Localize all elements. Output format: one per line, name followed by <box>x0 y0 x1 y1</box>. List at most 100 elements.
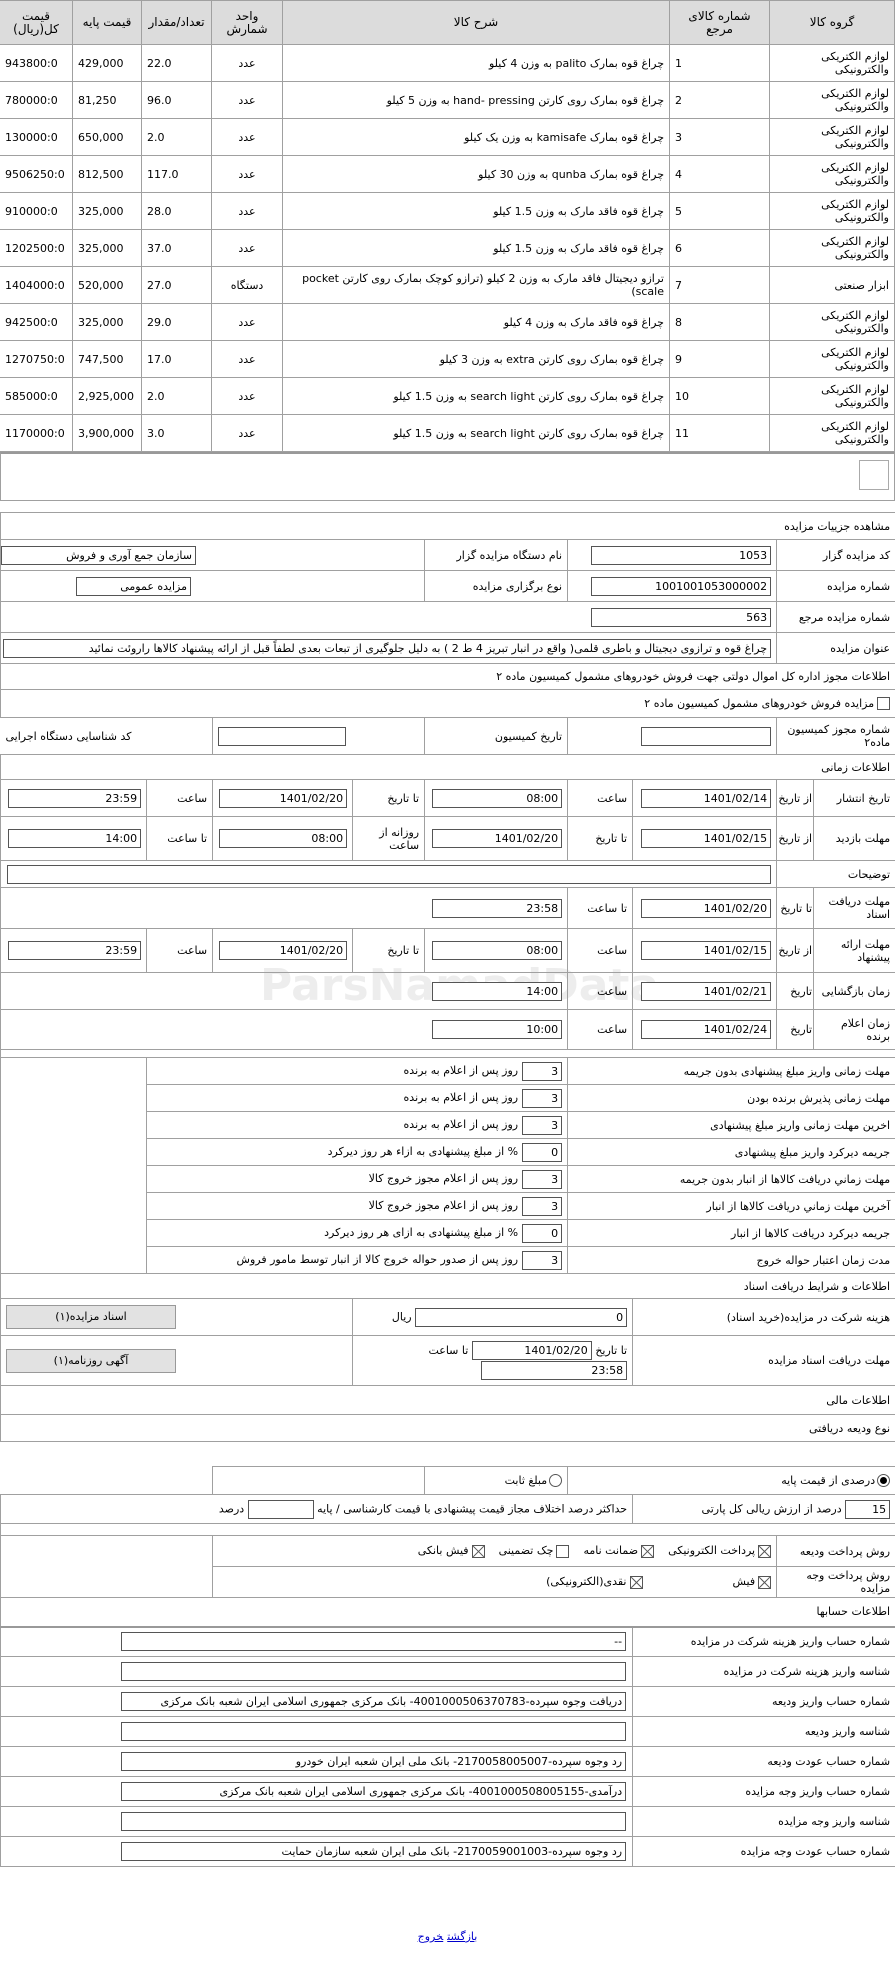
account-field[interactable]: -- <box>121 1632 627 1652</box>
item-group: لوازم الکتریکی والکترونیکی <box>769 155 895 193</box>
item-total-price: 1404000:0 <box>0 266 73 304</box>
docs-receive-time[interactable]: 23:58 <box>481 1361 628 1380</box>
account-field[interactable]: رد وجوه سپرده-2170059001003- بانک ملی ای… <box>121 1842 627 1861</box>
deadline-value-cell: 3روز پس از اعلام مجوز خروج کالا <box>146 1192 569 1220</box>
newspaper-ad-button[interactable]: آگهی روزنامه(۱) <box>6 1348 176 1373</box>
auctioneer-name-field[interactable]: سازمان جمع آوری و فروش <box>1 545 196 565</box>
account-field[interactable] <box>121 1812 627 1831</box>
items-header-row: گروه کالا شماره کالای مرجع شرح کالا واحد… <box>0 0 895 45</box>
item-row: لوازم الکتریکی والکترونیکی 6 چراغ قوه فاقد… <box>0 229 895 267</box>
item-unit: عدد <box>211 44 283 82</box>
deposit-method-option[interactable]: فیش بانکی <box>418 1544 485 1558</box>
vehicle-auction-checkbox[interactable] <box>877 697 891 711</box>
item-description: چراغ قوه بمارک qunba به وزن 30 کیلو <box>282 155 670 193</box>
item-unit: عدد <box>211 192 283 230</box>
permit-number-field[interactable] <box>641 726 772 746</box>
deadline-field[interactable]: 0 <box>522 1223 563 1243</box>
checkbox-icon[interactable] <box>641 1544 655 1558</box>
visit-daily-from-time[interactable]: 08:00 <box>219 829 348 848</box>
deposit-method-option[interactable]: ضمانت نامه <box>583 1544 655 1558</box>
auction-title-field[interactable]: چراغ قوه و ترازوی دیجیتال و باطری قلمی( … <box>3 638 772 658</box>
auction-number-field[interactable]: 1001001053000002 <box>591 576 772 596</box>
publish-from-time[interactable]: 08:00 <box>432 788 563 808</box>
account-field[interactable]: رد وجوه سپرده-2170058005007- بانک ملی ای… <box>121 1752 627 1771</box>
permit-number-label: شماره مجوز کمیسیون ماده۲ <box>776 717 895 755</box>
checkbox-icon[interactable] <box>758 1575 772 1589</box>
empty-panel <box>0 452 895 501</box>
checkbox-icon[interactable] <box>556 1544 570 1558</box>
max-diff-field[interactable] <box>247 1499 314 1519</box>
checkbox-icon[interactable] <box>758 1544 772 1558</box>
ref-number-field[interactable]: 563 <box>591 607 772 627</box>
deposit-fixed-radio[interactable] <box>549 1474 563 1488</box>
winner-time[interactable]: 10:00 <box>432 1020 563 1039</box>
deadline-unit: % از مبلغ پیشنهادی به ازای هر روز دیرکرد <box>324 1226 519 1239</box>
auction-title-label: عنوان مزایده <box>776 632 895 664</box>
deposit-percent-field[interactable]: 15 <box>845 1499 891 1519</box>
fee-field[interactable]: 0 <box>415 1307 628 1327</box>
docs-to-date[interactable]: 1401/02/20 <box>641 898 772 918</box>
publish-to-time[interactable]: 23:59 <box>8 788 142 808</box>
deadline-field[interactable]: 3 <box>522 1088 563 1108</box>
details-title: مشاهده جزییات مزایده <box>0 512 895 540</box>
account-field[interactable] <box>121 1722 627 1741</box>
to-hour-label: تا ساعت <box>567 887 634 929</box>
deposit-method-option[interactable]: پرداخت الکترونیکی <box>668 1544 772 1558</box>
deadline-field[interactable]: 3 <box>522 1196 563 1216</box>
publish-from-date[interactable]: 1401/02/14 <box>641 788 772 808</box>
account-label: شماره حساب عودت وجه مزایده <box>632 1836 895 1867</box>
item-ref-number: 3 <box>669 118 770 156</box>
deadline-field[interactable]: 0 <box>522 1142 563 1162</box>
to-date-label: تا تاریخ <box>567 816 634 861</box>
max-diff-unit: درصد <box>218 1502 245 1515</box>
deposit-method-label: روش پرداخت ودیعه <box>776 1535 895 1567</box>
docs-to-time[interactable]: 23:58 <box>432 898 563 918</box>
back-link[interactable]: بازگشت <box>447 1930 478 1943</box>
deadline-field[interactable]: 3 <box>522 1115 563 1135</box>
deadline-value-cell: 3روز پس از اعلام مجوز خروج کالا <box>146 1165 569 1193</box>
opening-time[interactable]: 14:00 <box>432 981 563 1001</box>
exit-link[interactable]: خروج <box>417 1930 444 1943</box>
auction-type-field[interactable]: مزایده عمومی <box>76 576 191 596</box>
deposit-percent-radio[interactable] <box>877 1474 891 1488</box>
deadline-field[interactable]: 3 <box>522 1250 563 1270</box>
opening-date[interactable]: 1401/02/21 <box>641 981 772 1001</box>
deposit-type-heading: نوع ودیعه دریافتی <box>0 1414 895 1442</box>
visit-from-date[interactable]: 1401/02/15 <box>641 829 772 848</box>
commission-date-field[interactable] <box>218 726 347 746</box>
item-quantity: 17.0 <box>141 340 212 378</box>
auction-payment-option[interactable]: فیش <box>733 1575 772 1589</box>
deposit-method-option[interactable]: چک تضمینی <box>498 1544 570 1558</box>
item-description: چراغ قوه بمارک روی کارتن search light به… <box>282 414 670 452</box>
account-field[interactable] <box>121 1662 627 1681</box>
auctioneer-name-label: نام دستگاه مزایده گزار <box>424 539 569 571</box>
auction-documents-button[interactable]: اسناد مزایده(۱) <box>6 1305 176 1329</box>
offer-to-date[interactable]: 1401/02/20 <box>219 941 348 960</box>
publish-to-date[interactable]: 1401/02/20 <box>219 788 348 808</box>
col-header-ref: شماره کالای مرجع <box>669 0 770 45</box>
deadline-field[interactable]: 3 <box>522 1169 563 1189</box>
account-field[interactable]: درآمدی-4001000508005155- بانک مرکزی جمهو… <box>121 1782 627 1801</box>
deadline-field[interactable]: 3 <box>522 1061 563 1081</box>
visit-to-time[interactable]: 14:00 <box>8 829 142 848</box>
description-field[interactable] <box>7 864 772 884</box>
deposit-method-label: چک تضمینی <box>498 1544 554 1558</box>
item-unit: دستگاه <box>211 266 283 304</box>
daily-from-hour-label: روزانه از ساعت <box>352 816 426 861</box>
opening-label: زمان بازگشایی <box>813 972 895 1010</box>
to-date-label: تا تاریخ <box>776 887 815 929</box>
visit-to-date[interactable]: 1401/02/20 <box>432 829 563 848</box>
offer-from-time[interactable]: 08:00 <box>432 941 563 960</box>
offer-to-time[interactable]: 23:59 <box>8 941 142 960</box>
auction-payment-option[interactable]: نقدی(الکترونیکی) <box>546 1575 643 1589</box>
account-field[interactable]: دریافت وجوه سپرده-4001000506370783- بانک… <box>121 1692 627 1711</box>
checkbox-icon[interactable] <box>629 1575 643 1589</box>
checkbox-icon[interactable] <box>471 1544 485 1558</box>
auctioneer-code-field[interactable]: 1053 <box>591 545 772 565</box>
item-quantity: 2.0 <box>141 118 212 156</box>
winner-date[interactable]: 1401/02/24 <box>641 1020 772 1039</box>
item-description: چراغ قوه بمارک kamisafe به وزن یک کیلو <box>282 118 670 156</box>
item-group: لوازم الکتریکی والکترونیکی <box>769 44 895 82</box>
docs-receive-date[interactable]: 1401/02/20 <box>471 1341 592 1360</box>
offer-from-date[interactable]: 1401/02/15 <box>641 941 772 960</box>
